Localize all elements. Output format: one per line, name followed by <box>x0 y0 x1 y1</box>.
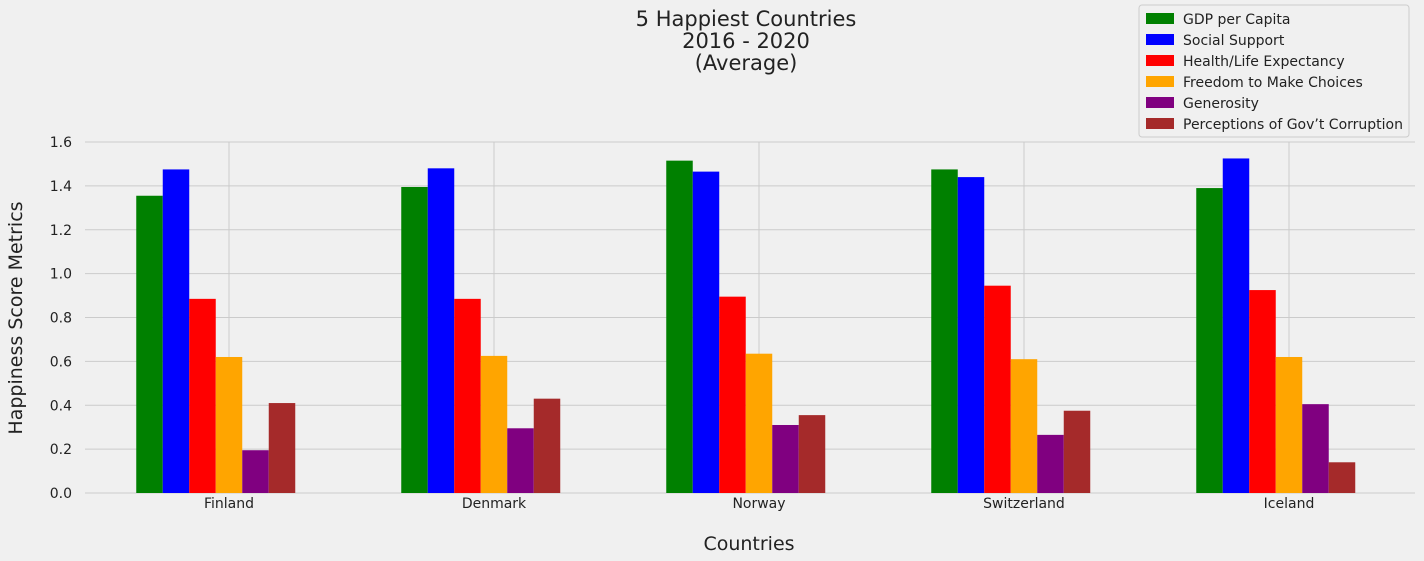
bar <box>533 398 561 493</box>
title-line: 5 Happiest Countries <box>636 7 857 31</box>
y-tick-label: 1.6 <box>50 135 72 151</box>
bar <box>401 186 428 494</box>
x-tick-label: Denmark <box>462 496 527 512</box>
legend-entry: Freedom to Make Choices <box>1183 75 1363 91</box>
y-tick-label: 0.8 <box>50 311 72 327</box>
legend-entry: Perceptions of Gov’t Corruption <box>1183 117 1403 133</box>
legend-swatch <box>1146 76 1174 87</box>
bar <box>480 355 508 493</box>
bar <box>1010 359 1038 493</box>
bar <box>931 169 958 493</box>
bar <box>1222 158 1250 493</box>
bar <box>1196 188 1223 493</box>
legend-frame <box>1138 4 1410 138</box>
y-tick-label: 1.4 <box>50 179 72 195</box>
legend-entry: GDP per Capita <box>1183 12 1290 28</box>
bar <box>454 298 481 493</box>
y-tick-label: 0.2 <box>50 442 72 458</box>
legend-entry: Health/Life Expectancy <box>1183 54 1345 70</box>
bar <box>1275 356 1303 493</box>
bar <box>136 195 163 493</box>
title-line: (Average) <box>695 51 798 75</box>
bar <box>692 171 720 493</box>
bar <box>772 424 799 493</box>
bars <box>136 158 1356 494</box>
bar <box>1328 462 1356 493</box>
legend-swatch <box>1146 55 1174 66</box>
bar <box>719 296 746 493</box>
bar <box>507 428 534 493</box>
bar <box>1302 404 1329 493</box>
legend-swatch <box>1146 34 1174 45</box>
y-tick-label: 0.6 <box>50 354 72 370</box>
y-tick-label: 0.4 <box>50 398 72 414</box>
bar <box>957 177 985 493</box>
legend-swatch <box>1146 13 1174 24</box>
bar <box>268 403 296 493</box>
bar <box>162 169 190 493</box>
bar <box>1063 410 1091 493</box>
x-tick-label: Iceland <box>1264 496 1315 512</box>
x-tick-label: Norway <box>732 496 785 512</box>
x-axis-ticks: Finland Denmark Norway Switzerland Iceland <box>204 496 1314 512</box>
bar <box>427 168 455 493</box>
bar <box>984 285 1011 493</box>
legend: GDP per Capita Social Support Health/Life … <box>1138 4 1410 138</box>
bar <box>242 450 269 493</box>
x-tick-label: Finland <box>204 496 254 512</box>
title-line: 2016 - 2020 <box>682 29 810 53</box>
x-tick-label: Switzerland <box>983 496 1065 512</box>
y-axis-ticks: 0.0 0.2 0.4 0.6 0.8 1.0 1.2 1.4 1.6 <box>50 135 72 502</box>
legend-swatch <box>1146 97 1174 108</box>
y-tick-label: 1.0 <box>50 267 72 283</box>
y-tick-label: 1.2 <box>50 223 72 239</box>
y-axis-label: Happiness Score Metrics <box>5 201 27 434</box>
legend-entry: Social Support <box>1183 33 1285 49</box>
y-tick-label: 0.0 <box>50 486 72 502</box>
bar <box>666 160 693 493</box>
bar <box>798 415 826 493</box>
bar <box>1249 290 1276 493</box>
chart-title: 5 Happiest Countries 2016 - 2020 (Averag… <box>636 7 857 75</box>
bar <box>745 353 773 493</box>
bar <box>215 356 243 493</box>
bar <box>189 298 216 493</box>
legend-swatch <box>1146 118 1174 129</box>
legend-entry: Generosity <box>1183 96 1259 112</box>
bar <box>1037 434 1064 493</box>
x-axis-label: Countries <box>703 533 794 555</box>
